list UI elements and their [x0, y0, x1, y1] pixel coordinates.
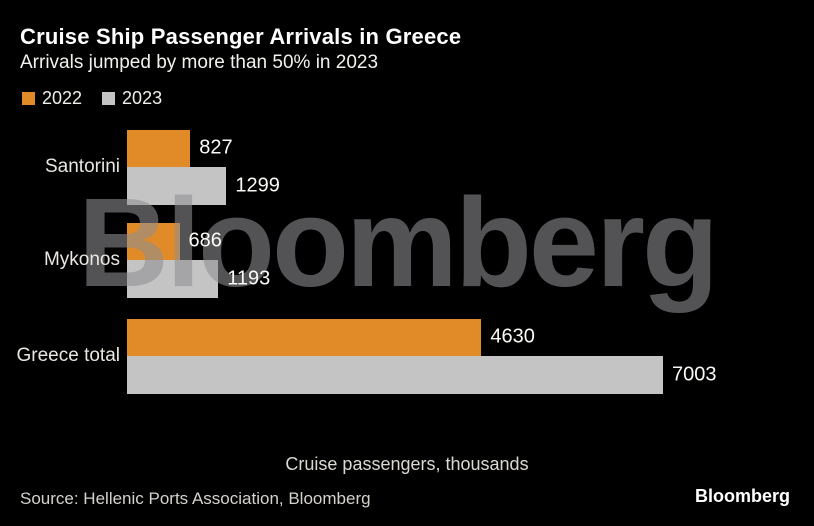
legend-item-2022: 2022: [22, 88, 82, 109]
bar-greece-total-2022: 4630: [127, 318, 535, 356]
bloomberg-logo: Bloomberg: [694, 486, 790, 506]
legend-item-2023: 2023: [102, 88, 162, 109]
legend-label-2023: 2023: [122, 88, 163, 108]
category-label-santorini: Santorini: [45, 156, 120, 177]
category-label-greece-total: Greece total: [16, 345, 121, 366]
value-label-santorini-2022: 827: [199, 136, 233, 159]
bar-greece-total-2023: 7003: [127, 356, 717, 394]
bar-group-santorini: Santorini 827 1299: [0, 129, 814, 205]
value-label-greece-total-2023: 7003: [672, 363, 717, 386]
bar-santorini-2022: 827: [127, 129, 233, 167]
legend-swatch-2022: [22, 92, 35, 105]
bar-group-greece-total: Greece total 4630 7003: [0, 318, 814, 394]
category-label-mykonos: Mykonos: [43, 249, 120, 270]
bar-group-mykonos: Mykonos 686 1193: [0, 222, 814, 298]
value-label-mykonos-2022: 686: [188, 229, 222, 252]
chart-subtitle: Arrivals jumped by more than 50% in 2023: [20, 52, 379, 73]
value-label-mykonos-2023: 1193: [227, 267, 271, 290]
chart-title: Cruise Ship Passenger Arrivals in Greece: [20, 24, 462, 49]
bar-mykonos-2023: 1193: [127, 260, 270, 298]
value-label-santorini-2023: 1299: [235, 174, 280, 197]
bar-mykonos-2022: 686: [127, 222, 222, 260]
x-axis-label: Cruise passengers, thousands: [285, 454, 529, 474]
value-label-greece-total-2022: 4630: [490, 325, 535, 348]
source-text: Source: Hellenic Ports Association, Bloo…: [20, 489, 371, 508]
bar-santorini-2023: 1299: [127, 167, 280, 205]
legend-swatch-2023: [102, 92, 116, 105]
legend-label-2022: 2022: [42, 88, 83, 108]
legend: 2022 2023: [22, 88, 162, 109]
